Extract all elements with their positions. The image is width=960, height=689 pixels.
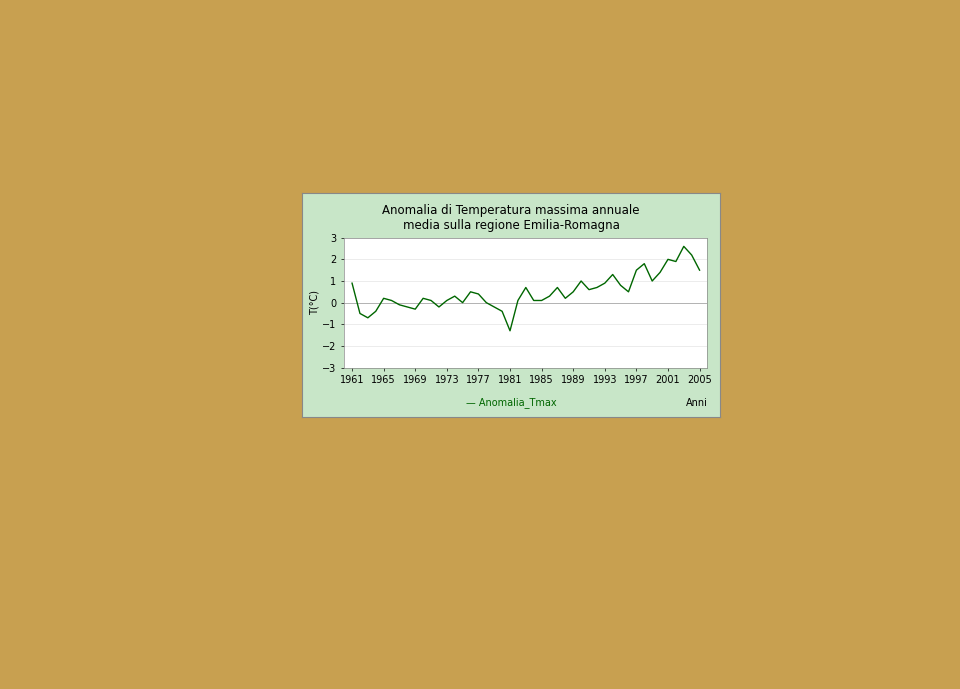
Anomalia_Tmax: [599, 279, 611, 287]
Anomalia_Tmax: [449, 292, 461, 300]
Anomalia_Tmax: [504, 327, 516, 335]
Anomalia_Tmax: [370, 307, 381, 316]
Text: Anni: Anni: [685, 398, 708, 408]
Anomalia_Tmax: [394, 300, 405, 309]
Anomalia_Tmax: [560, 294, 571, 302]
Anomalia_Tmax: [662, 255, 674, 263]
Anomalia_Tmax: [457, 298, 468, 307]
Anomalia_Tmax: [512, 296, 523, 305]
Text: Anomalia di Temperatura massima annuale
media sulla regione Emilia-Romagna: Anomalia di Temperatura massima annuale …: [382, 204, 640, 232]
Anomalia_Tmax: [631, 266, 642, 274]
Anomalia_Tmax: [496, 307, 508, 316]
Anomalia_Tmax: [685, 251, 697, 259]
Anomalia_Tmax: [623, 288, 635, 296]
Anomalia_Tmax: [418, 294, 429, 302]
Anomalia_Tmax: [655, 268, 666, 276]
Anomalia_Tmax: [481, 298, 492, 307]
Anomalia_Tmax: [362, 313, 373, 322]
Anomalia_Tmax: [584, 285, 595, 294]
Anomalia_Tmax: [433, 303, 444, 311]
Anomalia_Tmax: [465, 288, 476, 296]
Anomalia_Tmax: [410, 305, 421, 313]
Anomalia_Tmax: [694, 266, 706, 274]
Anomalia_Tmax: [489, 303, 500, 311]
Anomalia_Tmax: [425, 296, 437, 305]
Anomalia_Tmax: [472, 290, 484, 298]
Anomalia_Tmax: [354, 309, 366, 318]
Anomalia_Tmax: [678, 243, 689, 251]
Anomalia_Tmax: [670, 258, 682, 266]
Anomalia_Tmax: [567, 288, 579, 296]
Anomalia_Tmax: [378, 294, 390, 302]
Anomalia_Tmax: [347, 279, 358, 287]
Anomalia_Tmax: [441, 296, 452, 305]
Anomalia_Tmax: [552, 283, 564, 291]
Anomalia_Tmax: [528, 296, 540, 305]
Line: Anomalia_Tmax: Anomalia_Tmax: [352, 247, 700, 331]
Anomalia_Tmax: [401, 303, 413, 311]
Anomalia_Tmax: [520, 283, 532, 291]
Anomalia_Tmax: [614, 281, 626, 289]
Text: — Anomalia_Tmax: — Anomalia_Tmax: [466, 397, 557, 408]
Anomalia_Tmax: [543, 292, 555, 300]
Anomalia_Tmax: [607, 270, 618, 278]
Anomalia_Tmax: [646, 277, 658, 285]
Anomalia_Tmax: [386, 296, 397, 305]
Anomalia_Tmax: [591, 283, 603, 291]
Anomalia_Tmax: [536, 296, 547, 305]
Anomalia_Tmax: [575, 277, 587, 285]
Anomalia_Tmax: [638, 260, 650, 268]
Y-axis label: T(°C): T(°C): [309, 290, 320, 315]
